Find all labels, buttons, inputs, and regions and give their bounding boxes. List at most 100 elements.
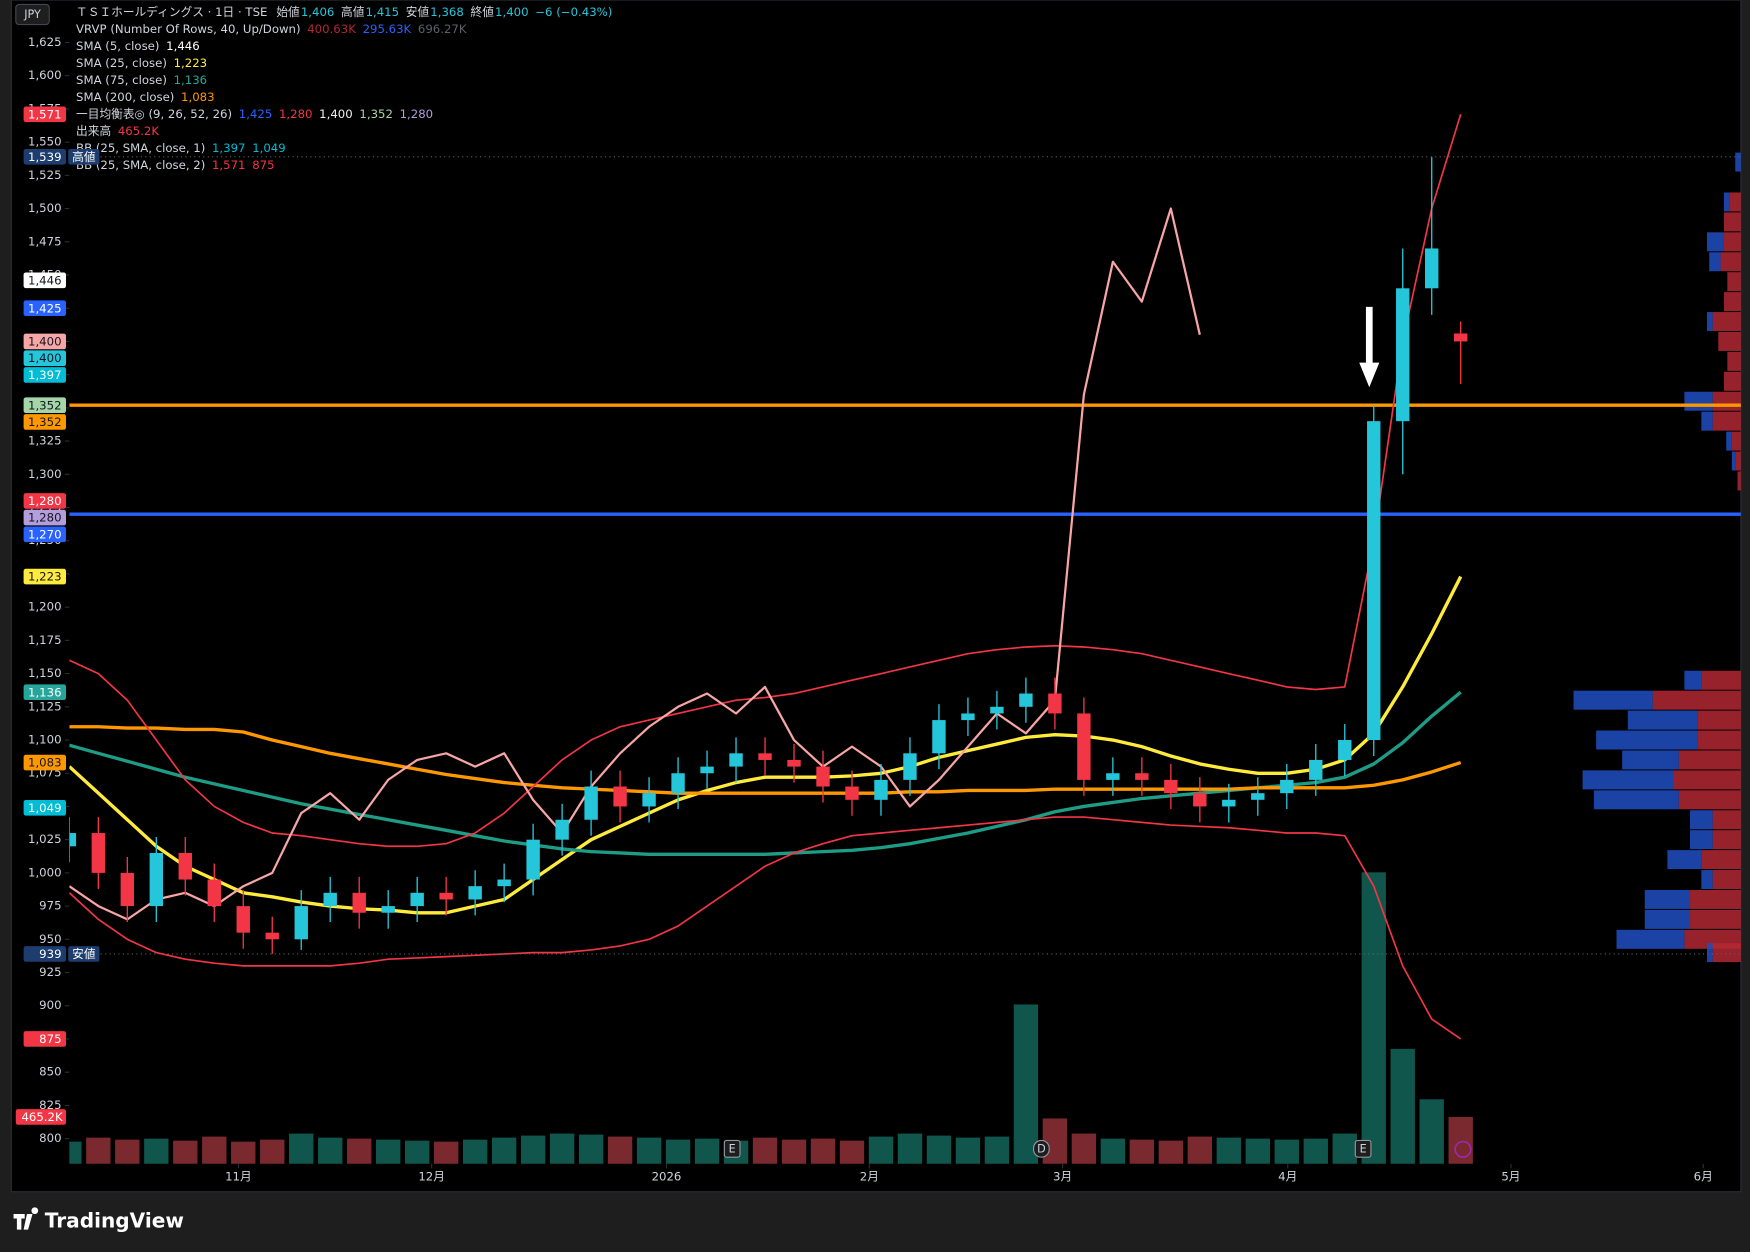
volume-profile-up — [1706, 943, 1713, 963]
volume-bar — [260, 1139, 285, 1164]
volume-bar — [1419, 1099, 1444, 1164]
ohlc-value: 1,368 — [430, 5, 464, 19]
legend-name: VRVP (Number Of Rows, 40, Up/Down) — [76, 22, 301, 36]
candle-body — [903, 753, 917, 780]
candle-body — [91, 833, 106, 873]
legend-value: 465.2K — [118, 124, 160, 138]
candle-body — [1251, 793, 1265, 800]
legend-value: 1,280 — [400, 107, 434, 121]
volume-bar — [1071, 1133, 1097, 1164]
volume-profile-down — [1712, 870, 1741, 890]
volume-profile-down — [1701, 670, 1741, 690]
candle-body — [1425, 248, 1439, 289]
overlay: E D E ＴＳＩホールディングス · 1日 · TSE 始値 1,406 高値 1,415 安… — [76, 5, 1472, 1158]
candle-body — [584, 786, 598, 820]
volume-bar — [202, 1136, 227, 1164]
price-badge-label: 1,352 — [28, 398, 62, 412]
candle-body — [236, 906, 250, 933]
volume-bar — [1100, 1138, 1126, 1164]
volume-bar — [405, 1140, 430, 1164]
arrow-annotation — [1359, 306, 1380, 388]
legend-value: 1,446 — [166, 39, 200, 53]
volume-bar — [839, 1140, 865, 1164]
volume-bar — [1274, 1139, 1299, 1164]
volume-profile-up — [1627, 710, 1698, 730]
price-badge-label: 1,400 — [28, 335, 62, 349]
volume-profile-up — [1667, 850, 1702, 870]
candle-body — [1048, 693, 1062, 714]
volume-profile-down — [1723, 292, 1741, 312]
y-tick-label: 1,200 — [28, 600, 62, 614]
volume-badge — [15, 1109, 66, 1125]
legend-name: BB (25, SMA, close, 2) — [76, 158, 205, 172]
price-badge — [23, 333, 66, 350]
x-tick-label: 4月 — [1278, 1170, 1297, 1184]
volume-bar — [462, 1139, 488, 1164]
volume-bar — [1332, 1133, 1357, 1164]
volume-profile-up — [1735, 152, 1741, 172]
candle-body — [439, 892, 453, 900]
volume-profile-up — [1690, 830, 1713, 850]
y-tick-label: 975 — [39, 899, 61, 913]
candle-body — [613, 786, 627, 807]
price-badge-label: 1,270 — [28, 527, 62, 541]
y-tick-label: 1,550 — [28, 135, 62, 149]
ohlc-label: 終値 — [471, 5, 495, 19]
volume-profile-up — [1644, 909, 1691, 929]
volume-bar — [926, 1135, 952, 1164]
y-tick-label: 825 — [39, 1098, 61, 1112]
price-badge-label: 1,571 — [28, 107, 62, 121]
volume-profile-down — [1723, 371, 1741, 391]
volume-bar — [955, 1137, 981, 1164]
volume-profile-up — [1573, 690, 1653, 710]
volume-bar — [694, 1138, 720, 1164]
price-badge — [23, 799, 66, 816]
volume-profile-down — [1712, 411, 1741, 431]
price-badge — [23, 106, 66, 123]
logo-icon — [13, 1207, 39, 1230]
candle-body — [932, 720, 946, 754]
legend-value: 400.63K — [307, 22, 356, 36]
event-label: E — [1360, 1142, 1367, 1155]
ohlc-value: 1,406 — [301, 5, 335, 19]
volume-profile-up — [1723, 192, 1730, 212]
volume-bar — [868, 1136, 894, 1164]
x-tick-label: 2026 — [652, 1170, 682, 1184]
volume-bar — [1361, 872, 1386, 1164]
volume-profile-up — [1622, 750, 1679, 770]
volume-bar — [115, 1139, 140, 1164]
price-badge-label: 1,539 — [28, 150, 62, 164]
volume-profile-up — [1593, 790, 1679, 810]
price-badge-tag — [68, 946, 100, 962]
volume-profile-up — [1726, 431, 1732, 451]
x-tick-label: 5月 — [1501, 1170, 1520, 1184]
volume-bar — [231, 1141, 256, 1164]
x-tick-label: 11月 — [225, 1170, 252, 1184]
ohlc-value: 1,400 — [495, 5, 529, 19]
price-badge — [23, 684, 66, 701]
y-tick-label: 1,175 — [28, 633, 62, 647]
volume-bar — [1158, 1140, 1184, 1164]
price-badge — [23, 300, 66, 317]
volume-badge-label: 465.2K — [21, 1110, 63, 1124]
price-badge — [23, 509, 66, 526]
volume-bar — [578, 1134, 604, 1164]
candle-body — [758, 753, 772, 760]
y-tick-label: 1,475 — [28, 234, 62, 248]
price-badge-label: 1,049 — [28, 801, 62, 815]
y-tick-label: 800 — [39, 1131, 61, 1145]
candle-body — [961, 713, 975, 721]
price-badge — [23, 493, 66, 509]
volume-bar — [347, 1138, 372, 1164]
price-badge-label: 1,400 — [28, 351, 62, 365]
volume-bar — [491, 1137, 517, 1164]
currency-button[interactable] — [15, 3, 50, 26]
candle-body — [1222, 799, 1236, 807]
legend-value: 1,400 — [319, 107, 353, 121]
chart-background — [10, 0, 1742, 1193]
candle-body — [1135, 773, 1149, 780]
legend-name: 一目均衡表◎ (9, 26, 52, 26) — [76, 107, 232, 121]
volume-profile-up — [1616, 929, 1685, 949]
candle-body — [1367, 421, 1381, 741]
